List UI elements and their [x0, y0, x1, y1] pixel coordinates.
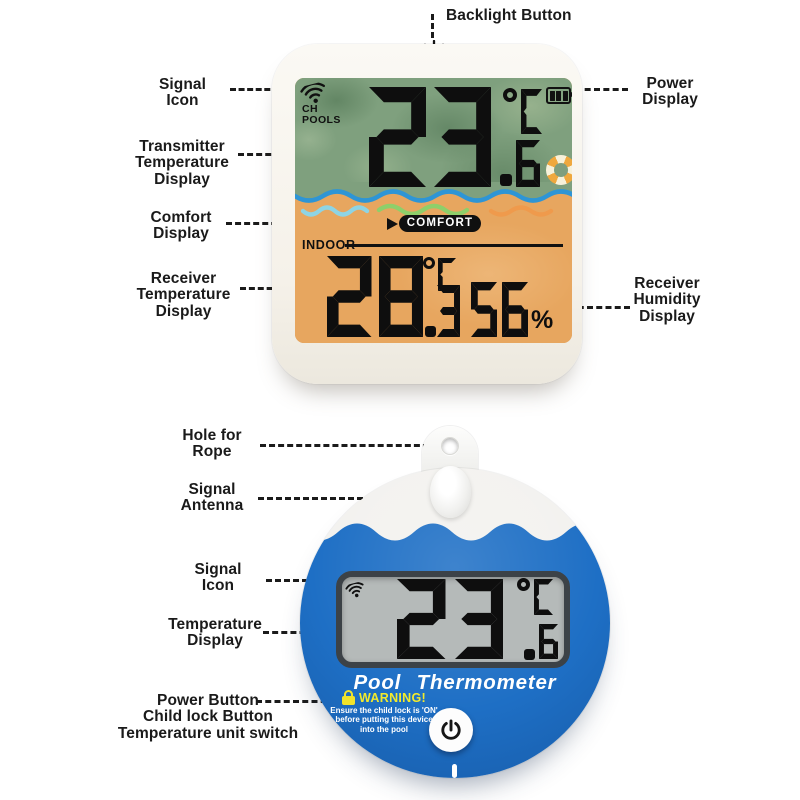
degree-symbol-small	[423, 257, 435, 269]
indoor-temperature-value	[327, 256, 423, 337]
label-hole-for-rope: Hole for Rope	[182, 427, 242, 461]
indoor-temp-decimal-point	[425, 326, 436, 337]
callout-line-receiver-humidity	[550, 306, 630, 309]
degree-symbol	[503, 88, 517, 102]
label-receiver-temperature: Receiver Temperature Display	[136, 270, 231, 320]
humidity-value	[471, 282, 528, 337]
station-screen: CH POOLS COMFORT INDOOR %	[295, 78, 572, 343]
channel-name: POOLS	[302, 114, 341, 126]
callout-line-antenna	[258, 497, 426, 500]
celsius-letter	[521, 89, 542, 134]
rope-hole	[441, 437, 459, 455]
indoor-label: INDOOR	[302, 238, 356, 252]
label-backlight-button: Backlight Button	[446, 7, 572, 24]
signal-icon	[300, 82, 326, 103]
power-icon	[441, 719, 461, 740]
product-name: Pool Thermometer	[353, 671, 557, 694]
label-signal-icon-station: Signal Icon	[158, 76, 207, 110]
signal-icon-floater	[345, 582, 364, 598]
label-buttons: Power Button Child lock Button Temperatu…	[117, 692, 299, 742]
indoor-divider-line	[345, 244, 563, 247]
floater-screen	[336, 571, 570, 668]
warning-block: WARNING! Ensure the child lock is 'ON' b…	[328, 689, 440, 734]
pool-floater-device: Pool Thermometer WARNING! Ensure the chi…	[300, 468, 610, 778]
floater-degree-symbol	[517, 578, 530, 591]
floater-decimal-point	[524, 649, 535, 660]
pool-temperature-value	[369, 87, 491, 187]
pool-temperature-decimal	[516, 140, 540, 187]
celsius-letter-small	[438, 258, 456, 291]
indoor-temperature-decimal	[437, 285, 460, 337]
label-signal-antenna: Signal Antenna	[180, 481, 244, 515]
humidity-unit: %	[531, 306, 554, 334]
floater-celsius-letter	[534, 579, 553, 615]
callout-line-hole	[260, 444, 438, 447]
indoor-station-device: CH POOLS COMFORT INDOOR %	[272, 44, 582, 384]
battery-icon	[546, 87, 572, 104]
callout-line-signal-station	[230, 88, 296, 91]
pool-temp-decimal-point	[500, 174, 512, 186]
comfort-arrow-icon	[387, 218, 398, 230]
power-button	[429, 708, 473, 752]
callout-line-backlight	[431, 14, 434, 38]
comfort-indicator: COMFORT	[399, 215, 481, 232]
signal-antenna	[430, 466, 471, 518]
floater-temperature-decimal	[539, 624, 558, 659]
label-temperature-display: Temperature Display	[168, 616, 262, 650]
label-comfort-display: Comfort Display	[150, 209, 212, 243]
channel-indicator: CH	[302, 103, 318, 115]
label-signal-icon-floater: Signal Icon	[194, 561, 242, 595]
warning-title: WARNING!	[359, 691, 426, 705]
floater-temperature-value	[397, 579, 503, 659]
label-receiver-humidity: Receiver Humidity Display	[633, 275, 701, 325]
label-power-display: Power Display	[642, 75, 698, 109]
callout-line-buttons	[256, 700, 336, 703]
child-lock-icon	[342, 690, 355, 705]
warning-text: Ensure the child lock is 'ON' before put…	[330, 706, 438, 734]
bottom-seam-mark	[452, 764, 457, 778]
label-transmitter-temperature: Transmitter Temperature Display	[135, 138, 229, 188]
waterline-graphic	[295, 182, 572, 217]
callout-line-power	[566, 88, 628, 91]
